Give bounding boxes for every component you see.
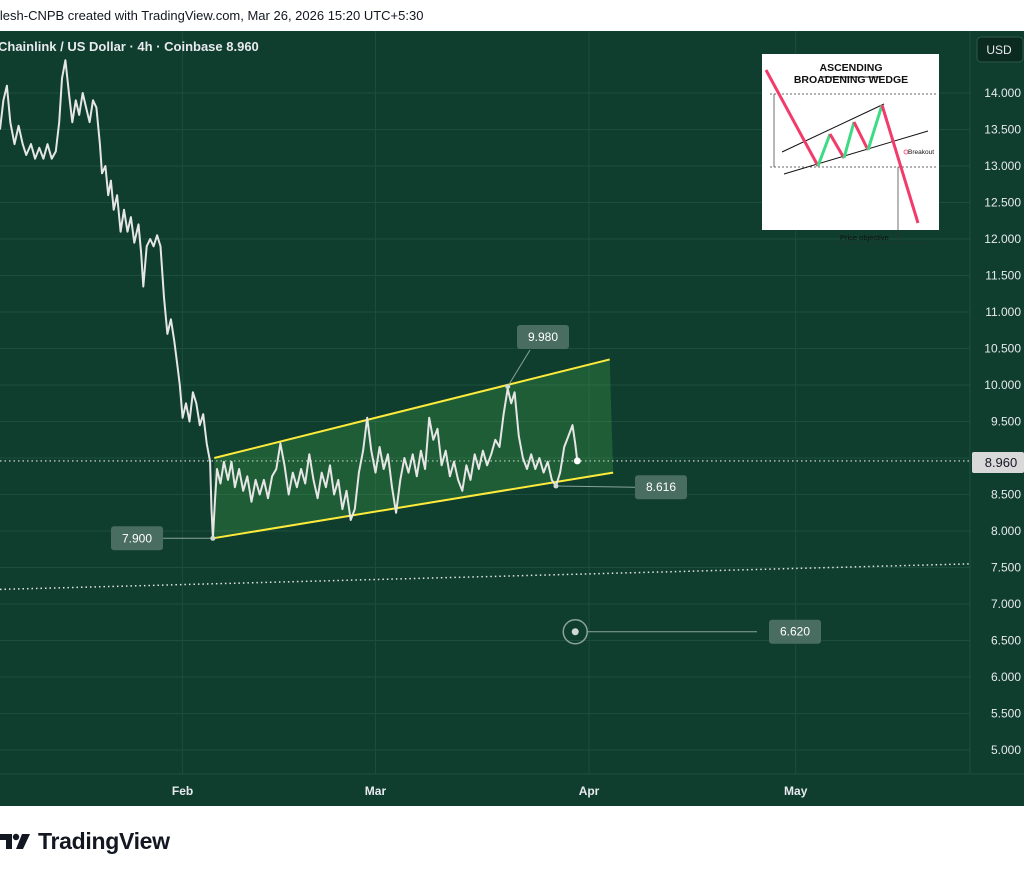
- chart-credit-text: ilesh-CNPB created with TradingView.com,…: [0, 8, 424, 23]
- last-price-marker: [573, 457, 581, 465]
- y-axis-tick-label: 6.500: [991, 634, 1021, 648]
- price-line-series[interactable]: [0, 59, 579, 540]
- chart-credit-bar: ilesh-CNPB created with TradingView.com,…: [0, 0, 1024, 31]
- x-axis-tick-label: Apr: [579, 784, 600, 798]
- annotation-leader-line: [555, 485, 636, 488]
- last-price-badge: 8.960: [972, 452, 1024, 473]
- annotation-label-8616-text: 8.616: [646, 480, 676, 494]
- x-axis-tick-label: Feb: [172, 784, 193, 798]
- y-axis-tick-label: 10.000: [984, 378, 1021, 392]
- inset-price-objective-label: Price objective: [840, 233, 889, 242]
- tradingview-logo[interactable]: TradingView: [0, 826, 170, 856]
- currency-button[interactable]: USD: [976, 36, 1024, 63]
- tradingview-brand-text: TradingView: [38, 827, 170, 854]
- inset-title-line2: BROADENING WEDGE: [794, 74, 908, 86]
- y-axis-tick-label: 9.500: [991, 415, 1021, 429]
- y-axis-tick-label: 5.500: [991, 707, 1021, 721]
- symbol-legend[interactable]: Chainlink / US Dollar · 4h · Coinbase 8.…: [0, 39, 259, 54]
- target-ring-center: [571, 628, 579, 636]
- annotation-label-6620-box: [769, 619, 821, 644]
- annotation-anchor-dot: [505, 383, 511, 389]
- annotation-anchor-dot: [553, 483, 559, 489]
- inset-title-line1: ASCENDING: [819, 62, 882, 74]
- wedge-upper-trendline[interactable]: [214, 358, 610, 459]
- price-chart[interactable]: 9.980 7.900 8.616 6.620 14.000 13.500 13.000 1…: [0, 31, 1024, 806]
- annotation-label-7900: 7.900: [111, 526, 163, 551]
- currency-label: USD: [986, 43, 1012, 57]
- annotation-leader-line: [507, 349, 531, 387]
- y-axis-tick-label: 13.500: [984, 123, 1021, 137]
- x-axis-tick-label: Mar: [365, 784, 387, 798]
- y-axis-tick-label: 10.500: [984, 342, 1021, 356]
- y-axis-tick-label: 11.000: [985, 305, 1021, 319]
- y-axis-tick-label: 6.000: [991, 670, 1021, 684]
- y-axis-tick-label: 12.500: [984, 196, 1021, 210]
- y-axis-tick-label: 14.000: [984, 86, 1021, 100]
- annotation-label-9980-text: 9.980: [528, 330, 558, 344]
- inset-breakout-label: Breakout: [908, 149, 934, 156]
- annotation-label-8616: 8.616: [635, 475, 687, 500]
- y-axis-tick-label: 5.000: [991, 743, 1021, 757]
- x-axis-tick-label: May: [784, 784, 808, 798]
- annotation-label-7900-text: 7.900: [122, 531, 152, 545]
- annotation-label-6620-text: 6.620: [780, 625, 810, 639]
- annotation-anchor-dot: [210, 535, 216, 541]
- y-axis-tick-label: 7.000: [991, 597, 1021, 611]
- annotation-label-7900-box: [111, 526, 163, 551]
- y-axis-tick-label: 8.500: [991, 488, 1021, 502]
- annotation-label-8616-box: [635, 475, 687, 500]
- wedge-lower-trendline[interactable]: [212, 471, 614, 540]
- y-axis-tick-label: 8.000: [991, 524, 1021, 538]
- y-axis-tick-label: 13.000: [984, 159, 1021, 173]
- last-price-value: 8.960: [985, 455, 1018, 470]
- tradingview-logo-icon: [0, 833, 30, 849]
- footer: [0, 806, 1024, 875]
- y-axis-tick-label: 11.500: [985, 269, 1021, 283]
- annotation-label-6620: 6.620: [769, 619, 821, 644]
- pattern-inset-image: ASCENDING BROADENING WEDGE Breakout Pric…: [762, 54, 939, 244]
- chart-area[interactable]: 9.980 7.900 8.616 6.620 14.000 13.500 13.000 1…: [0, 31, 1024, 806]
- wedge-fill-area: [212, 359, 614, 539]
- y-axis-tick-label: 12.000: [984, 232, 1021, 246]
- annotation-label-9980-box: [517, 325, 569, 349]
- y-axis-tick-label: 7.500: [991, 561, 1021, 575]
- annotation-label-9980: 9.980: [517, 325, 569, 349]
